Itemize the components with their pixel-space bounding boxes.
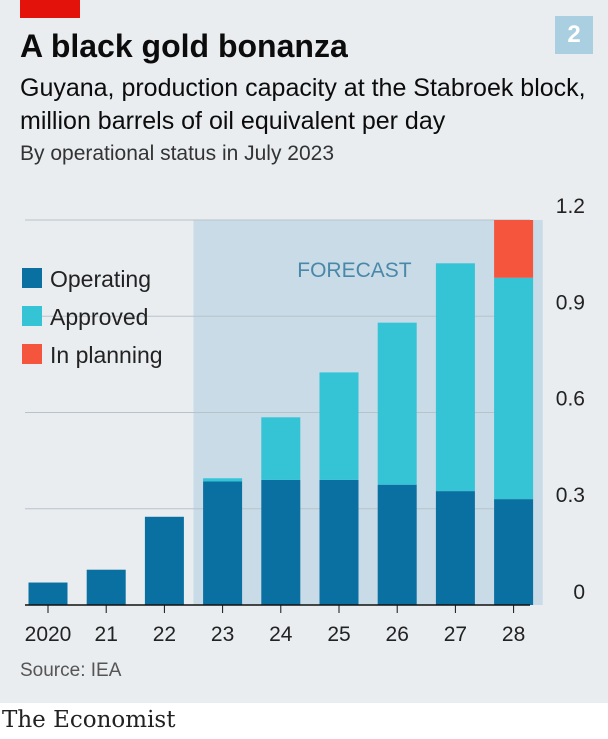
bar-segment	[261, 479, 301, 605]
x-tick-label: 27	[444, 623, 467, 646]
bar-segment	[319, 479, 359, 605]
x-tick-label: 26	[386, 623, 409, 646]
legend-swatch	[22, 268, 42, 288]
bar-segment	[377, 484, 417, 605]
chart-title: A black gold bonanza	[20, 28, 348, 64]
bar-segment	[494, 220, 534, 278]
x-tick-label: 21	[95, 623, 118, 646]
x-tick-label: 24	[269, 623, 293, 646]
legend-swatch	[22, 344, 42, 364]
bar-segment	[86, 569, 126, 605]
bar-segment	[203, 478, 243, 482]
y-tick-label: 0	[573, 581, 585, 604]
publisher-logo: The Economist	[2, 707, 176, 733]
y-tick-label: 0.3	[556, 484, 585, 507]
bar-segment	[144, 516, 184, 605]
source-note: Source: IEA	[20, 660, 122, 681]
y-tick-label: 1.2	[556, 195, 585, 218]
x-tick-label: 23	[211, 623, 234, 646]
legend-label: In planning	[50, 342, 163, 368]
bar-segment	[261, 417, 301, 480]
bar-segment	[494, 277, 534, 500]
chart-subtitle-secondary: By operational status in July 2023	[20, 142, 335, 165]
chart-number-badge: 2	[555, 16, 593, 54]
x-tick-label: 25	[327, 623, 350, 646]
bar-segment	[494, 499, 534, 605]
chart-subtitle: Guyana, production capacity at the Stabr…	[20, 74, 586, 135]
bar-segment	[203, 481, 243, 605]
bar-segment	[435, 263, 475, 492]
legend-label: Operating	[50, 266, 151, 292]
legend-label: Approved	[50, 304, 148, 330]
x-tick-label: 28	[502, 623, 525, 646]
bar-segment	[377, 322, 417, 485]
legend-swatch	[22, 306, 42, 326]
x-tick-label: 22	[153, 623, 176, 646]
stacked-bar-chart: FORECAST 0 0.3 0.6 0.9 1.2 2020 21 22 23 24 25 26 27…	[22, 195, 585, 646]
y-tick-label: 0.9	[556, 291, 585, 314]
forecast-label: FORECAST	[297, 259, 412, 282]
x-tick-label: 2020	[25, 623, 72, 646]
bar-segment	[28, 582, 68, 605]
brand-red-tab	[20, 0, 80, 18]
bar-segment	[319, 372, 359, 480]
bar-segment	[435, 491, 475, 605]
y-tick-label: 0.6	[556, 388, 585, 411]
